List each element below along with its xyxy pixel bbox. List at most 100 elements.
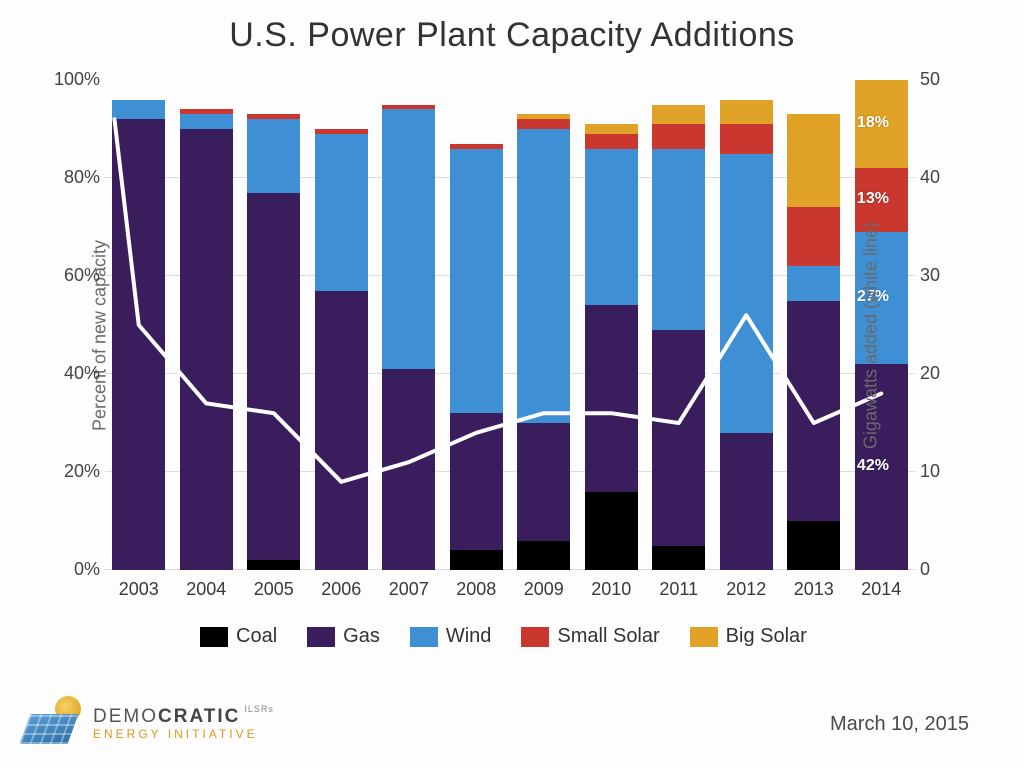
legend-swatch-icon: [521, 627, 549, 647]
x-label: 2008: [443, 579, 511, 600]
y-left-tick: 80%: [50, 167, 100, 188]
logo-mark-icon: [25, 700, 83, 746]
x-label: 2006: [308, 579, 376, 600]
legend-label: Coal: [236, 625, 277, 648]
bar-2008: [450, 80, 503, 570]
y-left-tick: 20%: [50, 461, 100, 482]
seg-coal: [787, 521, 840, 570]
legend-item-wind: Wind: [410, 625, 492, 648]
y-left-tick: 100%: [50, 69, 100, 90]
legend-label: Big Solar: [726, 625, 807, 648]
legend-label: Small Solar: [557, 625, 659, 648]
bar-2004: [180, 80, 233, 570]
legend-item-small_solar: Small Solar: [521, 625, 659, 648]
chart-area: 18%13%27%42% Percent of new capacity Gig…: [105, 80, 915, 570]
y-right-tick: 20: [920, 363, 950, 384]
seg-small_solar: [382, 105, 435, 110]
seg-wind: [112, 100, 165, 120]
seg-gas: [382, 369, 435, 570]
seg-wind: [517, 129, 570, 423]
logo-text: DEMOCRATICILSRs ENERGY INITIATIVE: [93, 707, 270, 740]
seg-small_solar: [315, 129, 368, 134]
x-label: 2011: [645, 579, 713, 600]
seg-gas: [517, 423, 570, 541]
seg-gas: [652, 330, 705, 546]
y-right-tick: 50: [920, 69, 950, 90]
x-label: 2003: [105, 579, 173, 600]
bar-2005: [247, 80, 300, 570]
seg-gas: [315, 291, 368, 570]
seg-small_solar: [450, 144, 503, 149]
seg-big_solar: [585, 124, 638, 134]
seg-small_solar: [787, 207, 840, 266]
seg-gas: [180, 129, 233, 570]
anno-big_solar: 18%: [857, 114, 906, 132]
seg-coal: [247, 560, 300, 570]
plot-area: 18%13%27%42%: [105, 80, 915, 570]
x-label: 2009: [510, 579, 578, 600]
seg-gas: [450, 413, 503, 550]
seg-wind: [450, 149, 503, 414]
x-label: 2010: [578, 579, 646, 600]
seg-small_solar: [180, 109, 233, 114]
seg-big_solar: [517, 114, 570, 119]
seg-small_solar: [585, 134, 638, 149]
seg-coal: [517, 541, 570, 570]
seg-small_solar: [247, 114, 300, 119]
legend-swatch-icon: [410, 627, 438, 647]
bar-2006: [315, 80, 368, 570]
seg-wind: [382, 109, 435, 369]
seg-small_solar: [517, 119, 570, 129]
seg-gas: [585, 305, 638, 491]
y-axis-right-label: Gigawatts added (white line): [860, 222, 881, 449]
x-label: 2005: [240, 579, 308, 600]
footer-date: March 10, 2015: [830, 713, 969, 736]
anno-small_solar: 13%: [857, 190, 906, 208]
y-right-tick: 30: [920, 265, 950, 286]
seg-wind: [585, 149, 638, 306]
seg-wind: [180, 114, 233, 129]
seg-wind: [247, 119, 300, 193]
bar-2013: [787, 80, 840, 570]
seg-wind: [720, 154, 773, 433]
chart-title: U.S. Power Plant Capacity Additions: [0, 0, 1024, 55]
seg-wind: [652, 149, 705, 330]
brand-logo: DEMOCRATICILSRs ENERGY INITIATIVE: [25, 700, 270, 746]
seg-big_solar: [720, 100, 773, 125]
y-right-tick: 40: [920, 167, 950, 188]
bar-2009: [517, 80, 570, 570]
bar-2012: [720, 80, 773, 570]
y-right-tick: 10: [920, 461, 950, 482]
seg-coal: [652, 546, 705, 571]
seg-wind: [315, 134, 368, 291]
seg-small_solar: [652, 124, 705, 149]
seg-wind: [787, 266, 840, 300]
bar-2003: [112, 80, 165, 570]
y-left-tick: 60%: [50, 265, 100, 286]
legend-swatch-icon: [307, 627, 335, 647]
seg-gas: [247, 193, 300, 561]
x-label: 2007: [375, 579, 443, 600]
seg-coal: [450, 550, 503, 570]
seg-big_solar: [787, 114, 840, 207]
legend-label: Wind: [446, 625, 492, 648]
seg-small_solar: [720, 124, 773, 153]
x-label: 2012: [713, 579, 781, 600]
seg-gas: [787, 301, 840, 522]
legend: Coal Gas Wind Small Solar Big Solar: [200, 625, 807, 648]
bar-2007: [382, 80, 435, 570]
bar-2011: [652, 80, 705, 570]
legend-item-coal: Coal: [200, 625, 277, 648]
y-right-tick: 0: [920, 559, 950, 580]
legend-item-big_solar: Big Solar: [690, 625, 807, 648]
legend-item-gas: Gas: [307, 625, 380, 648]
y-left-tick: 0%: [50, 559, 100, 580]
y-left-tick: 40%: [50, 363, 100, 384]
seg-gas: [112, 119, 165, 570]
legend-swatch-icon: [200, 627, 228, 647]
legend-swatch-icon: [690, 627, 718, 647]
x-label: 2004: [173, 579, 241, 600]
x-label: 2014: [848, 579, 916, 600]
legend-label: Gas: [343, 625, 380, 648]
seg-big_solar: [652, 105, 705, 125]
